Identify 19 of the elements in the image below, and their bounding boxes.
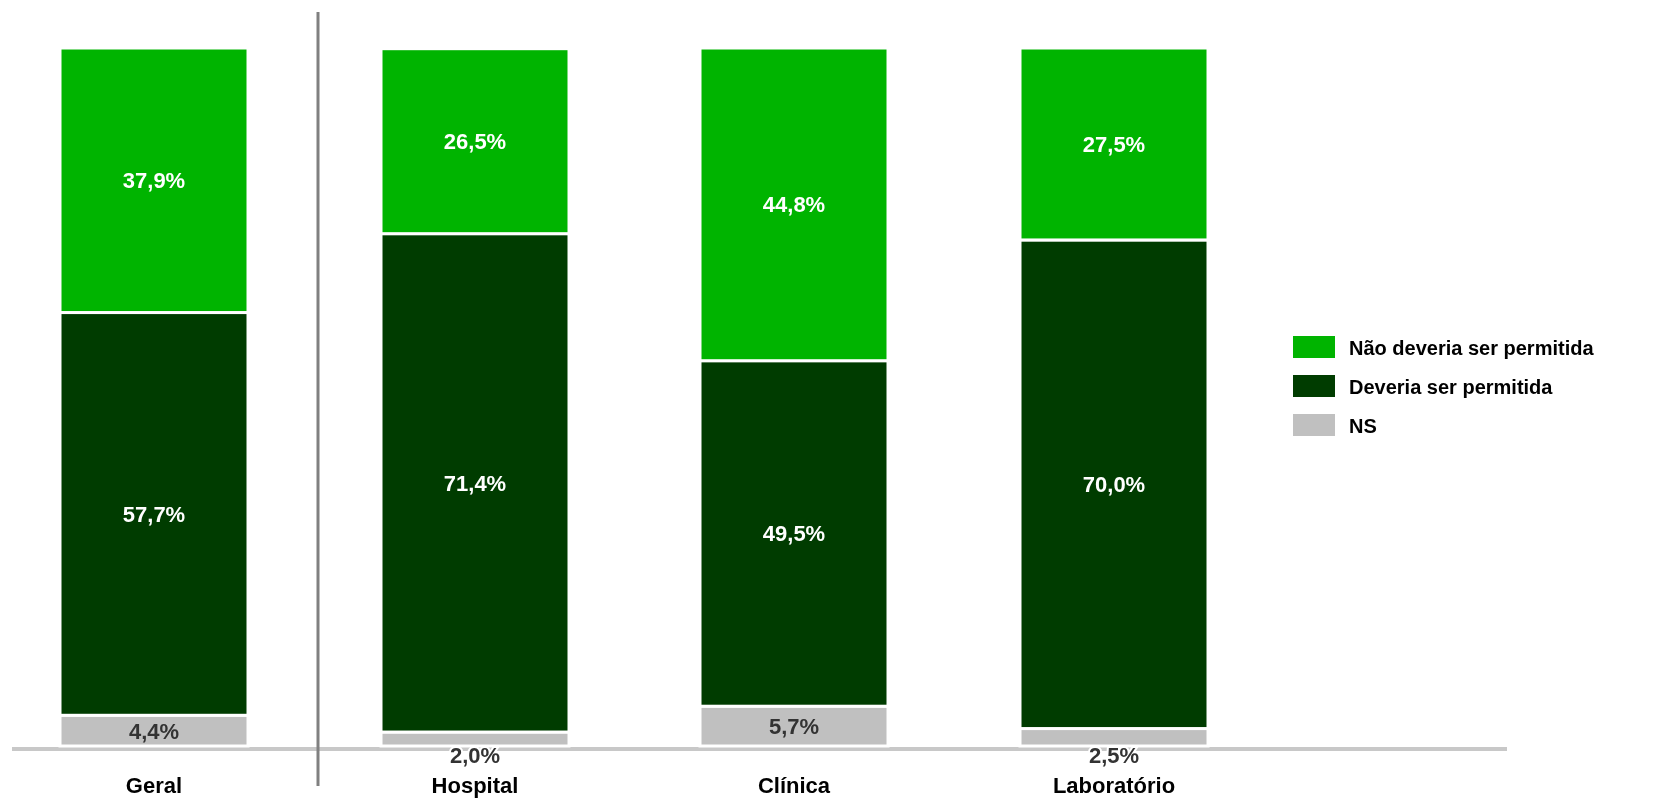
data-label: 49,5% <box>762 521 826 547</box>
legend-label: Deveria ser permitida <box>1349 376 1554 398</box>
data-label: 27,5% <box>1082 131 1146 157</box>
data-label: 26,5% <box>443 129 507 155</box>
data-label: 4,4% <box>128 718 180 744</box>
legend-label: Não deveria ser permitida <box>1349 337 1595 359</box>
data-label: 71,4% <box>443 470 507 496</box>
data-label: 70,0% <box>1082 472 1146 498</box>
x-tick-label: Laboratório <box>1052 773 1176 798</box>
x-tick-label: Geral <box>125 773 183 798</box>
data-label: 2,5% <box>1088 743 1140 768</box>
data-label: 5,7% <box>768 714 820 740</box>
legend-label: NS <box>1349 415 1377 437</box>
data-label: 57,7% <box>122 501 186 527</box>
x-tick-label: Clínica <box>757 773 831 798</box>
data-label: 2,0% <box>449 743 501 768</box>
x-tick-label: Hospital <box>431 773 519 798</box>
data-label: 37,9% <box>122 168 186 194</box>
data-label: 44,8% <box>762 192 826 218</box>
